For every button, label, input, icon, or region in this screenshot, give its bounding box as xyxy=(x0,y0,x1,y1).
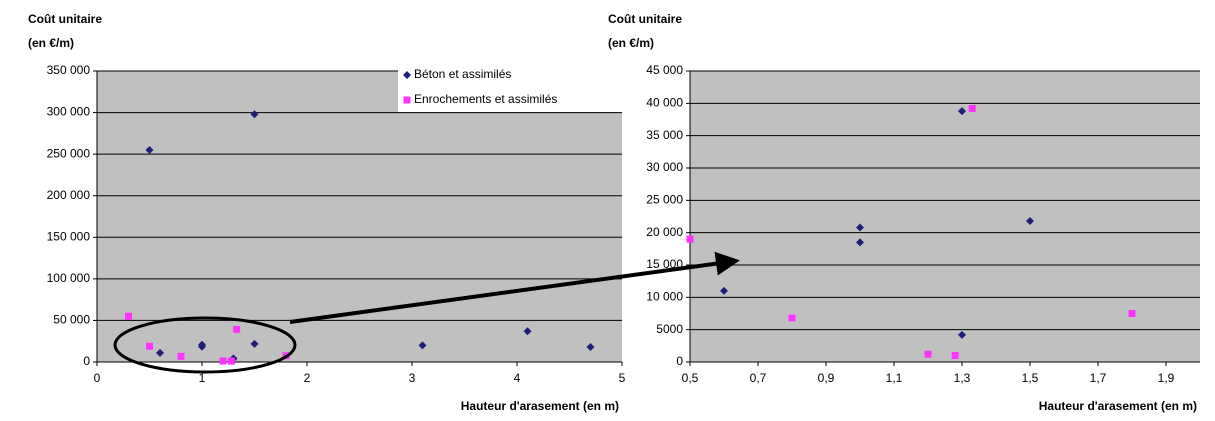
x-tick-label: 0,5 xyxy=(682,371,699,385)
x-tick-label: 1,5 xyxy=(1022,371,1039,385)
x-axis-title: Hauteur d'arasement (en m) xyxy=(461,399,619,413)
point xyxy=(145,145,154,154)
x-tick-label: 0 xyxy=(94,371,101,385)
x-tick-label: 1,3 xyxy=(954,371,971,385)
y-tick-label: 5000 xyxy=(656,322,683,336)
x-tick-label: 2 xyxy=(304,371,311,385)
y-tick-label: 45 000 xyxy=(646,63,683,77)
legend-label: Béton et assimilés xyxy=(414,67,511,81)
x-tick-label: 5 xyxy=(619,371,626,385)
point xyxy=(720,286,728,295)
y-tick-label: 350 000 xyxy=(47,63,91,77)
x-axis-title: Hauteur d'arasement (en m) xyxy=(1039,399,1197,413)
y-tick-label: 300 000 xyxy=(47,105,91,119)
y-tick-label: 20 000 xyxy=(646,225,683,239)
y-axis-title: Coût unitaire xyxy=(28,12,102,26)
y-tick-label: 10 000 xyxy=(646,290,683,304)
x-tick-label: 1,7 xyxy=(1090,371,1107,385)
y-axis-title: Coût unitaire xyxy=(608,12,682,26)
x-tick-label: 0,7 xyxy=(750,371,767,385)
y-tick-label: 200 000 xyxy=(47,188,91,202)
point xyxy=(856,238,864,247)
legend-marker xyxy=(403,96,411,104)
point xyxy=(788,314,796,322)
point xyxy=(250,110,259,119)
point xyxy=(586,343,595,352)
x-tick-label: 4 xyxy=(514,371,521,385)
point xyxy=(125,312,132,320)
highlight-ellipse xyxy=(113,316,297,374)
point xyxy=(958,330,966,339)
legend-box xyxy=(398,62,622,112)
x-tick-label: 1,9 xyxy=(1158,371,1175,385)
y-tick-label: 0 xyxy=(676,354,683,368)
point xyxy=(233,325,241,333)
y-tick-label: 40 000 xyxy=(646,96,683,110)
y-tick-label: 35 000 xyxy=(646,128,683,142)
point xyxy=(968,105,976,113)
y-tick-label: 250 000 xyxy=(47,146,91,160)
point xyxy=(523,327,532,336)
point xyxy=(958,107,966,116)
point xyxy=(177,352,185,360)
y-axis-title: (en €/m) xyxy=(28,36,74,50)
x-tick-label: 1,1 xyxy=(886,371,903,385)
point xyxy=(418,341,427,350)
point xyxy=(198,340,206,349)
y-tick-label: 25 000 xyxy=(646,193,683,207)
y-axis-title: (en €/m) xyxy=(608,36,654,50)
legend-label: Enrochements et assimilés xyxy=(414,92,557,106)
point xyxy=(1128,310,1136,317)
y-tick-label: 30 000 xyxy=(646,160,683,174)
y-tick-label: 100 000 xyxy=(47,271,91,285)
plot-area xyxy=(690,71,1200,362)
point xyxy=(924,350,932,358)
y-tick-label: 50 000 xyxy=(53,313,90,327)
point xyxy=(1026,217,1034,226)
point xyxy=(219,357,227,365)
point xyxy=(951,352,959,360)
x-tick-label: 3 xyxy=(409,371,416,385)
legend-marker xyxy=(403,71,411,79)
zoom-arrow xyxy=(289,251,740,324)
point xyxy=(250,339,259,348)
x-tick-label: 0,9 xyxy=(818,371,835,385)
point xyxy=(856,223,864,232)
point xyxy=(686,235,694,243)
x-tick-label: 1 xyxy=(199,371,206,385)
point xyxy=(146,342,153,350)
point xyxy=(227,357,235,365)
y-tick-label: 0 xyxy=(83,354,90,368)
y-tick-label: 150 000 xyxy=(47,229,91,243)
point xyxy=(156,348,164,357)
